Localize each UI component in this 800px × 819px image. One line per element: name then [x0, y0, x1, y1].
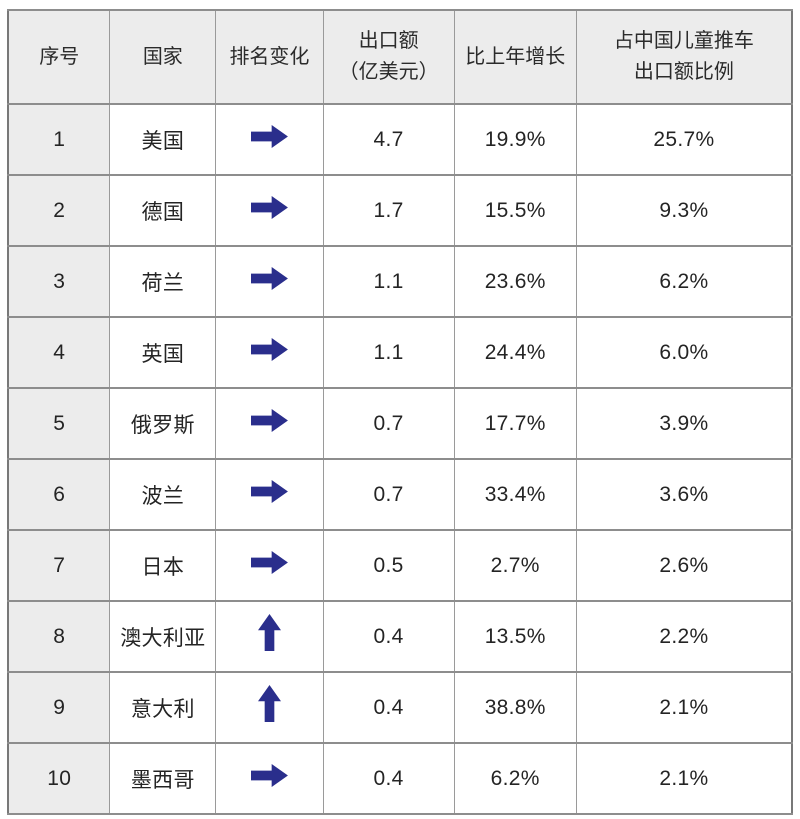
export-ranking-table: 序号 国家 排名变化 出口额 （亿美元） 比上年增长 占中国儿童推车 出口额比例…	[7, 9, 793, 815]
country-cell: 英国	[109, 316, 217, 389]
change-cell	[215, 387, 324, 460]
table-row: 6 波兰 0.7 33.4% 3.6%	[7, 458, 793, 531]
country-cell: 澳大利亚	[109, 600, 217, 673]
export-cell: 0.4	[322, 742, 455, 815]
country-cell: 墨西哥	[109, 742, 217, 815]
rank-cell: 1	[7, 103, 111, 176]
export-cell: 0.7	[322, 458, 455, 531]
export-cell: 0.4	[322, 600, 455, 673]
rank-change-arrow-icon	[250, 764, 288, 787]
table-row: 7 日本 0.5 2.7% 2.6%	[7, 529, 793, 602]
change-cell	[215, 316, 324, 389]
growth-cell: 15.5%	[453, 174, 577, 247]
export-cell: 0.4	[322, 671, 455, 744]
share-cell: 3.6%	[575, 458, 793, 531]
rank-change-arrow-icon	[258, 614, 281, 651]
growth-cell: 13.5%	[453, 600, 577, 673]
country-cell: 日本	[109, 529, 217, 602]
col-header-country: 国家	[109, 9, 217, 105]
country-cell: 意大利	[109, 671, 217, 744]
col-header-change: 排名变化	[215, 9, 324, 105]
change-cell	[215, 103, 324, 176]
country-cell: 德国	[109, 174, 217, 247]
growth-cell: 6.2%	[453, 742, 577, 815]
rank-cell: 10	[7, 742, 111, 815]
rank-cell: 4	[7, 316, 111, 389]
country-cell: 波兰	[109, 458, 217, 531]
growth-cell: 2.7%	[453, 529, 577, 602]
share-cell: 2.1%	[575, 742, 793, 815]
rank-change-arrow-icon	[250, 551, 288, 574]
country-cell: 美国	[109, 103, 217, 176]
rank-change-arrow-icon	[250, 196, 288, 219]
export-cell: 0.5	[322, 529, 455, 602]
col-header-share: 占中国儿童推车 出口额比例	[575, 9, 793, 105]
rank-cell: 2	[7, 174, 111, 247]
table-row: 2 德国 1.7 15.5% 9.3%	[7, 174, 793, 247]
table-row: 3 荷兰 1.1 23.6% 6.2%	[7, 245, 793, 318]
rank-cell: 8	[7, 600, 111, 673]
export-cell: 1.1	[322, 245, 455, 318]
export-cell: 0.7	[322, 387, 455, 460]
share-cell: 3.9%	[575, 387, 793, 460]
change-cell	[215, 458, 324, 531]
share-cell: 9.3%	[575, 174, 793, 247]
growth-cell: 17.7%	[453, 387, 577, 460]
change-cell	[215, 671, 324, 744]
table-header-row: 序号 国家 排名变化 出口额 （亿美元） 比上年增长 占中国儿童推车 出口额比例	[7, 9, 793, 105]
col-header-export: 出口额 （亿美元）	[322, 9, 455, 105]
export-cell: 4.7	[322, 103, 455, 176]
table-row: 8 澳大利亚 0.4 13.5% 2.2%	[7, 600, 793, 673]
rank-change-arrow-icon	[250, 409, 288, 432]
share-cell: 25.7%	[575, 103, 793, 176]
table-row: 5 俄罗斯 0.7 17.7% 3.9%	[7, 387, 793, 460]
country-cell: 荷兰	[109, 245, 217, 318]
growth-cell: 19.9%	[453, 103, 577, 176]
rank-change-arrow-icon	[250, 125, 288, 148]
change-cell	[215, 600, 324, 673]
export-cell: 1.1	[322, 316, 455, 389]
rank-cell: 5	[7, 387, 111, 460]
table-row: 9 意大利 0.4 38.8% 2.1%	[7, 671, 793, 744]
share-cell: 2.6%	[575, 529, 793, 602]
share-cell: 6.2%	[575, 245, 793, 318]
rank-change-arrow-icon	[258, 685, 281, 722]
change-cell	[215, 529, 324, 602]
share-cell: 2.2%	[575, 600, 793, 673]
growth-cell: 38.8%	[453, 671, 577, 744]
rank-cell: 7	[7, 529, 111, 602]
change-cell	[215, 174, 324, 247]
share-cell: 6.0%	[575, 316, 793, 389]
rank-change-arrow-icon	[250, 480, 288, 503]
change-cell	[215, 742, 324, 815]
share-cell: 2.1%	[575, 671, 793, 744]
growth-cell: 33.4%	[453, 458, 577, 531]
export-cell: 1.7	[322, 174, 455, 247]
table-row: 1 美国 4.7 19.9% 25.7%	[7, 103, 793, 176]
rank-change-arrow-icon	[250, 267, 288, 290]
rank-cell: 6	[7, 458, 111, 531]
rank-change-arrow-icon	[250, 338, 288, 361]
col-header-growth: 比上年增长	[453, 9, 577, 105]
col-header-rank: 序号	[7, 9, 111, 105]
table-row: 4 英国 1.1 24.4% 6.0%	[7, 316, 793, 389]
rank-cell: 9	[7, 671, 111, 744]
country-cell: 俄罗斯	[109, 387, 217, 460]
growth-cell: 24.4%	[453, 316, 577, 389]
table-row: 10 墨西哥 0.4 6.2% 2.1%	[7, 742, 793, 815]
growth-cell: 23.6%	[453, 245, 577, 318]
rank-cell: 3	[7, 245, 111, 318]
change-cell	[215, 245, 324, 318]
